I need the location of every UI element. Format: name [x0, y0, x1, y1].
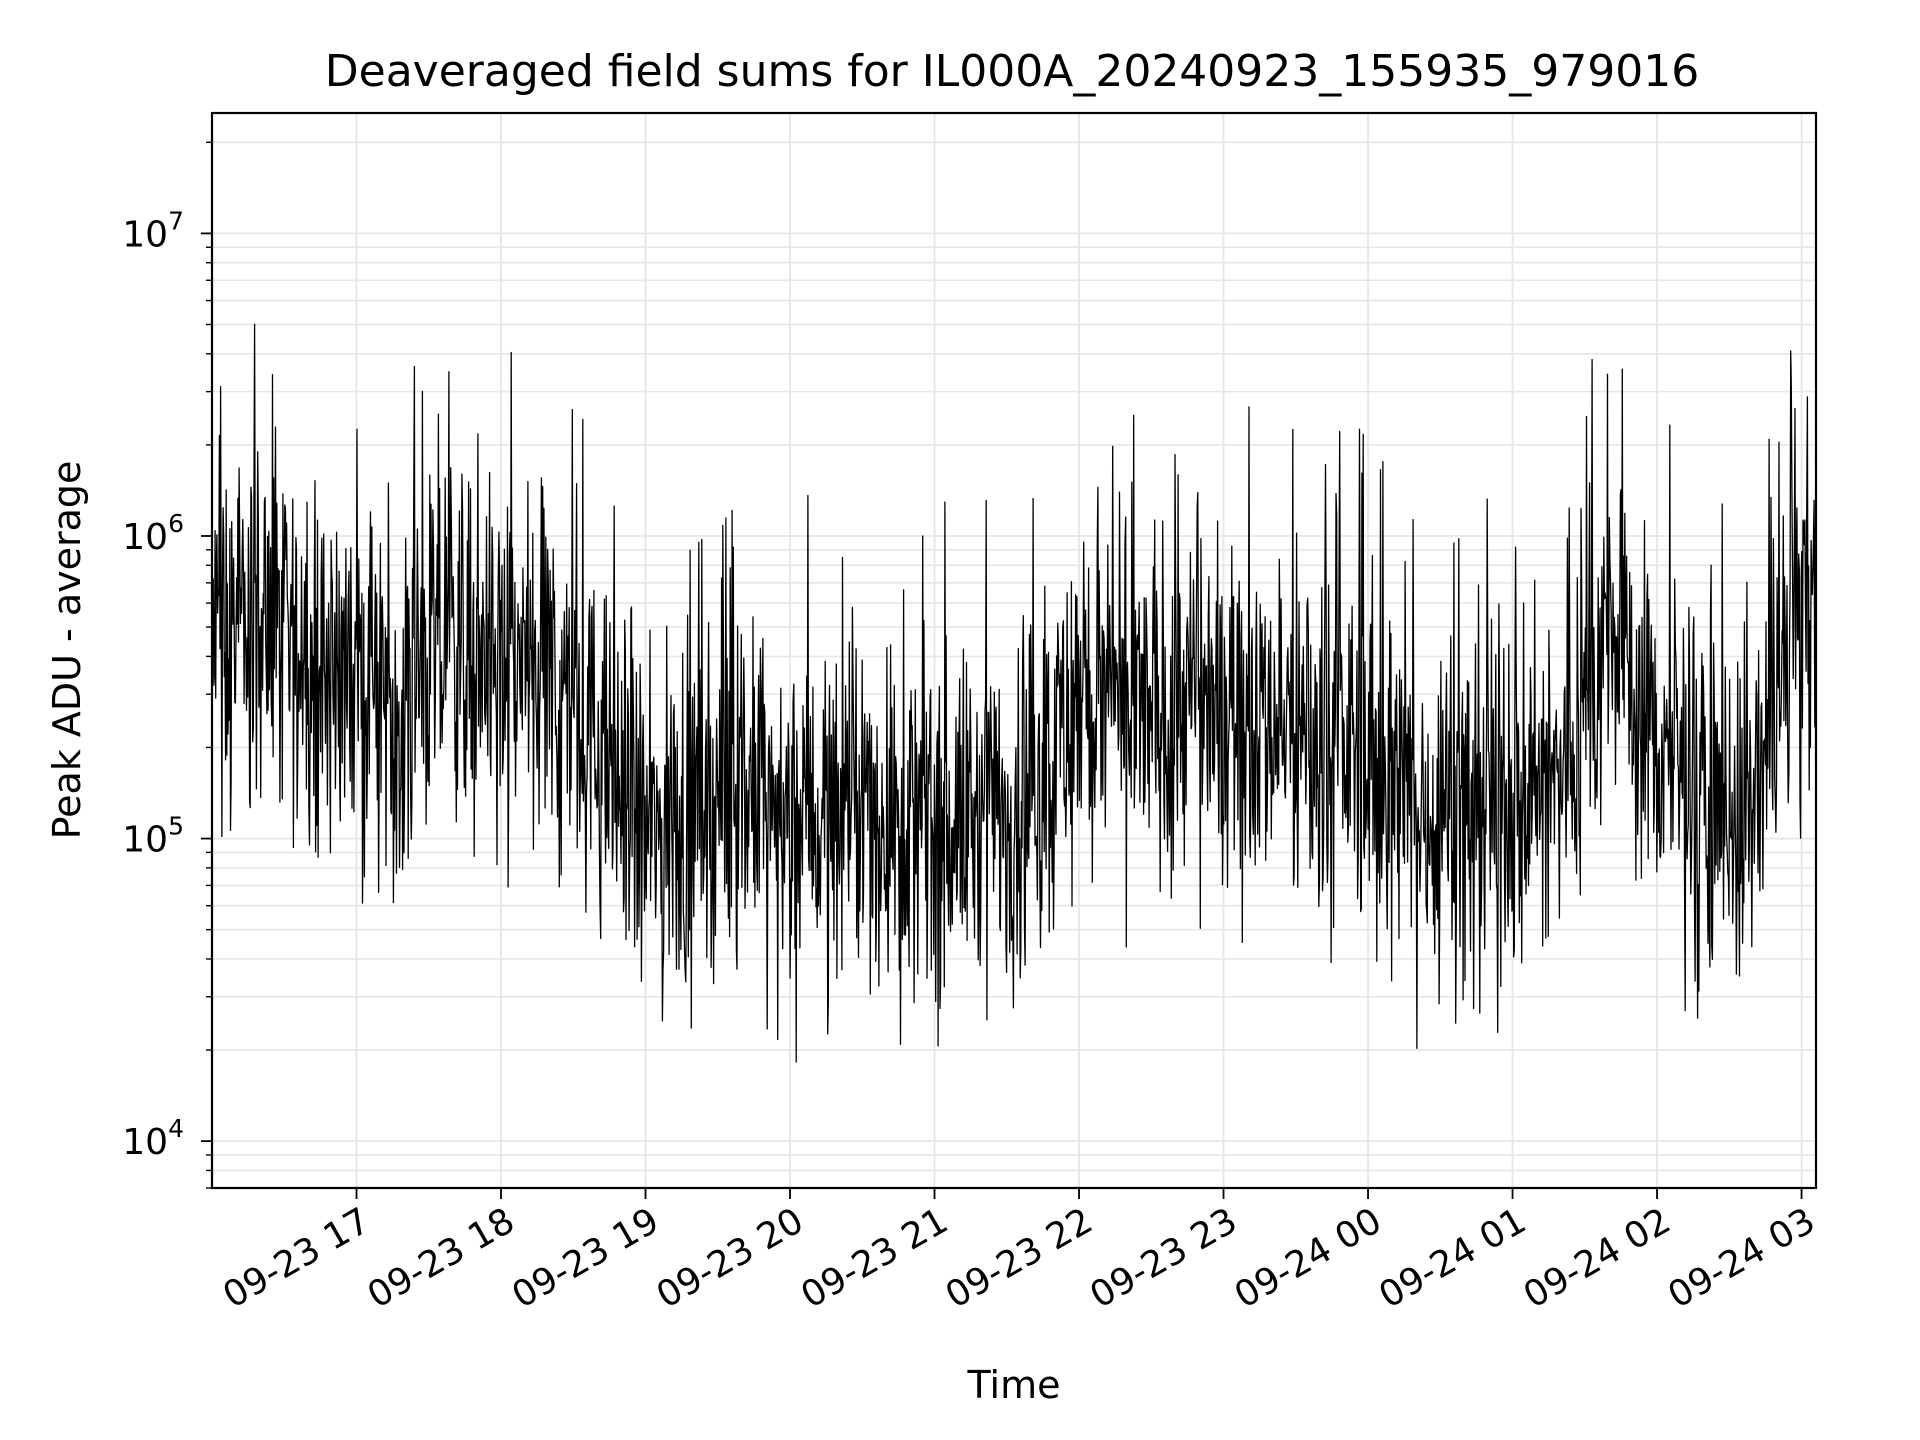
chart-title: Deaveraged field sums for IL000A_2024092…: [325, 46, 1699, 97]
y-tick-label: 107: [122, 206, 184, 255]
y-axis-label: Peak ADU - average: [45, 461, 89, 840]
y-tick-label: 105: [122, 812, 184, 861]
plot-frame: [210, 111, 1818, 1190]
y-tick-label: 106: [122, 509, 184, 558]
series-layer: [211, 323, 1817, 1063]
y-tick-label: 104: [122, 1114, 184, 1163]
series-line-0: [211, 323, 1817, 1063]
x-axis-label: Time: [967, 1363, 1061, 1407]
